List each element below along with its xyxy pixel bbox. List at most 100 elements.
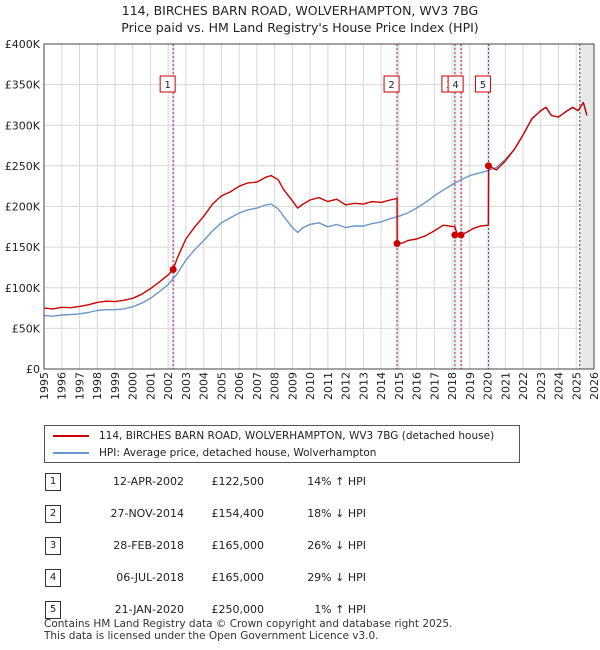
table-row: 1 12-APR-2002 £122,500 14% ↑ HPI: [44, 473, 464, 491]
y-axis-ticks: £0 £50K £100K £150K £200K £250K £300K £350K £400…: [5, 38, 41, 376]
x-tick-label: 2010: [304, 372, 317, 400]
transaction-date: 21-JAN-2020: [114, 603, 184, 616]
footer-copyright: Contains HM Land Registry data © Crown c…: [44, 618, 453, 630]
future-shade: [579, 44, 594, 369]
transaction-points: [169, 162, 492, 273]
transaction-point: [457, 231, 465, 239]
x-tick-label: 2001: [144, 372, 157, 400]
transaction-number: 3: [45, 537, 61, 555]
transaction-point: [393, 240, 401, 248]
transaction-hpi-change: 26% ↓ HPI: [307, 539, 366, 552]
x-tick-label: 2005: [215, 372, 228, 400]
transaction-price: £165,000: [211, 571, 265, 584]
transaction-band: [171, 44, 175, 369]
transaction-price: £154,400: [211, 507, 265, 520]
x-tick-label: 2003: [180, 372, 193, 400]
transaction-point: [169, 265, 177, 273]
x-tick-label: 2002: [162, 372, 175, 400]
transaction-number: 2: [45, 505, 61, 523]
x-tick-label: 2000: [127, 372, 140, 400]
y-tick-label: £350K: [5, 79, 41, 92]
transaction-hpi-change: 1% ↑ HPI: [314, 603, 366, 616]
transaction-band: [453, 44, 457, 369]
y-tick-label: £400K: [5, 38, 41, 51]
legend-item-property: 114, BIRCHES BARN ROAD, WOLVERHAMPTON, W…: [53, 428, 494, 444]
x-tick-label: 2022: [517, 372, 530, 400]
footer-licence: This data is licensed under the Open Gov…: [44, 630, 379, 642]
transaction-date: 06-JUL-2018: [116, 571, 184, 584]
x-tick-label: 2012: [340, 372, 353, 400]
y-tick-label: £50K: [12, 322, 41, 335]
x-tick-label: 2016: [411, 372, 424, 400]
x-tick-label: 2006: [233, 372, 246, 400]
table-row: 5 21-JAN-2020 £250,000 1% ↑ HPI: [44, 601, 464, 619]
transaction-label: 4: [452, 80, 458, 91]
transaction-number: 5: [45, 601, 61, 619]
x-tick-label: 2021: [499, 372, 512, 400]
x-tick-label: 2009: [286, 372, 299, 400]
transaction-label-box: [447, 75, 464, 93]
x-tick-label: 2018: [446, 372, 459, 400]
price-chart: 12345 £0£50K£100K£150K£200K£250K£300K£35…: [5, 38, 600, 400]
x-tick-label: 1997: [73, 372, 86, 400]
footer: Contains HM Land Registry data © Crown c…: [44, 618, 452, 642]
transaction-date: 12-APR-2002: [112, 475, 184, 488]
chart-title: 114, BIRCHES BARN ROAD, WOLVERHAMPTON, W…: [121, 3, 479, 18]
y-tick-label: £0: [26, 363, 40, 376]
transaction-hpi-change: 18% ↓ HPI: [307, 507, 366, 520]
table-row: 4 06-JUL-2018 £165,000 29% ↓ HPI: [44, 569, 464, 587]
legend-swatch-property: [53, 435, 89, 437]
x-tick-label: 2008: [269, 372, 282, 400]
x-tick-label: 2011: [322, 372, 335, 400]
transaction-date: 27-NOV-2014: [110, 507, 184, 520]
legend-label-hpi: HPI: Average price, detached house, Wolv…: [99, 447, 377, 459]
transaction-band: [459, 44, 463, 369]
x-tick-label: 2019: [464, 372, 477, 400]
transaction-labels: 12345: [159, 75, 491, 93]
transaction-date: 28-FEB-2018: [113, 539, 184, 552]
transaction-label: 2: [388, 80, 394, 91]
x-tick-label: 2025: [570, 372, 583, 400]
series-line-property: [43, 101, 588, 310]
transaction-label-box: [159, 75, 176, 93]
y-tick-label: £300K: [5, 119, 41, 132]
future-region: [579, 44, 594, 369]
transaction-label-box: [383, 75, 400, 93]
x-tick-label: 2013: [357, 372, 370, 400]
x-tick-label: 2014: [375, 372, 388, 400]
x-tick-label: 2026: [588, 372, 600, 400]
legend-swatch-hpi: [53, 452, 89, 454]
transaction-point: [451, 231, 459, 239]
chart-subtitle: Price paid vs. HM Land Registry's House …: [121, 20, 479, 35]
transaction-price: £122,500: [211, 475, 265, 488]
y-tick-label: £100K: [5, 282, 41, 295]
transaction-point: [484, 162, 492, 170]
x-tick-label: 1995: [38, 372, 51, 400]
chart-title-block: 114, BIRCHES BARN ROAD, WOLVERHAMPTON, W…: [0, 2, 600, 36]
y-tick-label: £250K: [5, 160, 41, 173]
transaction-hpi-change: 14% ↑ HPI: [307, 475, 366, 488]
transaction-price: £250,000: [211, 603, 265, 616]
x-tick-label: 1998: [91, 372, 104, 400]
plot-border: [43, 43, 595, 370]
x-tick-label: 2007: [251, 372, 264, 400]
series: [43, 101, 588, 317]
x-tick-label: 2017: [428, 372, 441, 400]
x-tick-label: 2015: [393, 372, 406, 400]
table-row: 3 28-FEB-2018 £165,000 26% ↓ HPI: [44, 537, 464, 555]
transaction-number: 1: [45, 473, 61, 491]
x-tick-label: 1999: [109, 372, 122, 400]
x-axis-ticks: 1995 1996 1997 1998 1999 2000 2001 2002 2003 2004…: [38, 372, 600, 400]
x-tick-label: 1996: [56, 372, 69, 400]
x-tick-label: 2023: [535, 372, 548, 400]
y-tick-label: £200K: [5, 201, 41, 214]
x-tick-label: 2020: [482, 372, 495, 400]
transaction-label-box: [474, 75, 491, 93]
legend-item-hpi: HPI: Average price, detached house, Wolv…: [53, 445, 376, 461]
transaction-label: 1: [164, 80, 170, 91]
transaction-label: 5: [480, 80, 486, 91]
x-tick-label: 2024: [553, 372, 566, 400]
legend: 114, BIRCHES BARN ROAD, WOLVERHAMPTON, W…: [44, 425, 520, 463]
legend-label-property: 114, BIRCHES BARN ROAD, WOLVERHAMPTON, W…: [99, 430, 495, 442]
transaction-price: £165,000: [211, 539, 265, 552]
